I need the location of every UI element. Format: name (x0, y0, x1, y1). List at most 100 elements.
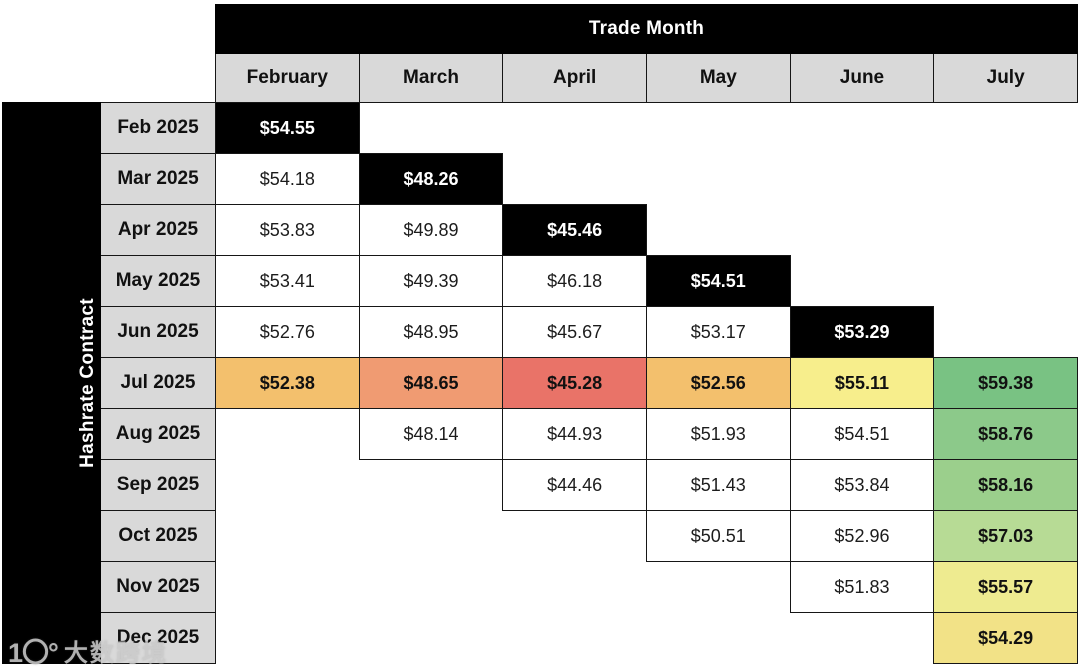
corner-spacer (3, 5, 216, 54)
price-matrix-table: Trade Month February March April May Jun… (2, 4, 1078, 664)
price-cell: $54.29 (933, 612, 1078, 664)
table-body: Hashrate Contract Feb 2025 $54.55 Mar 2025 $… (2, 102, 1078, 664)
empty-cell (646, 612, 791, 664)
empty-cell (933, 102, 1078, 154)
column-header-may: May (645, 53, 791, 103)
empty-cell (502, 153, 647, 205)
table-row: Jul 2025 $52.38 $48.65 $45.28 $52.56 $55.11 $5… (3, 357, 1078, 409)
column-header-february: February (215, 53, 360, 103)
empty-cell (933, 153, 1078, 205)
empty-cell (646, 102, 791, 154)
empty-cell (502, 102, 647, 154)
row-axis-label: Hashrate Contract (76, 298, 98, 468)
trade-month-title-row: Trade Month (3, 4, 1078, 54)
price-cell: $53.17 (645, 306, 791, 358)
price-cell: $51.93 (645, 408, 791, 460)
price-cell: $49.39 (358, 255, 504, 307)
price-cell: $55.11 (789, 357, 935, 409)
price-cell: $59.38 (933, 357, 1078, 409)
price-cell: $45.28 (502, 357, 647, 409)
column-header-row: February March April May June July (3, 53, 1078, 103)
table-row: Apr 2025 $53.83 $49.89 $45.46 (3, 204, 1078, 256)
price-cell: $55.57 (933, 561, 1078, 613)
empty-cell (502, 561, 647, 613)
empty-cell (215, 612, 360, 664)
empty-cell (215, 408, 360, 460)
row-label: Oct 2025 (100, 510, 216, 562)
row-label: Dec 2025 (100, 612, 216, 664)
price-cell: $52.56 (645, 357, 791, 409)
column-header-march: March (358, 53, 504, 103)
price-cell: $52.96 (789, 510, 935, 562)
row-axis-title: Hashrate Contract (2, 102, 101, 664)
table-row: May 2025 $53.41 $49.39 $46.18 $54.51 (3, 255, 1078, 307)
price-cell: $48.26 (358, 153, 504, 205)
price-cell: $54.51 (789, 408, 935, 460)
empty-cell (933, 255, 1078, 307)
price-cell: $57.03 (933, 510, 1078, 562)
row-label: Nov 2025 (100, 561, 216, 613)
table-row: Hashrate Contract Feb 2025 $54.55 (2, 102, 1078, 664)
table-row: Aug 2025 $48.14 $44.93 $51.93 $54.51 $58.76 (3, 408, 1078, 460)
price-cell: $58.16 (933, 459, 1078, 511)
row-label: May 2025 (100, 255, 216, 307)
empty-cell (359, 561, 503, 613)
price-cell: $54.51 (645, 255, 791, 307)
price-cell: $48.14 (358, 408, 504, 460)
empty-cell (646, 153, 791, 205)
trade-month-title: Trade Month (215, 4, 1078, 54)
price-cell: $51.83 (789, 561, 935, 613)
empty-cell (790, 153, 934, 205)
row-label: Jun 2025 (100, 306, 216, 358)
empty-cell (215, 510, 360, 562)
price-cell: $46.18 (502, 255, 647, 307)
price-cell: $54.18 (215, 153, 360, 205)
price-cell: $45.46 (502, 204, 647, 256)
empty-cell (215, 561, 360, 613)
table-row: Sep 2025 $44.46 $51.43 $53.84 $58.16 (3, 459, 1078, 511)
empty-cell (790, 102, 934, 154)
row-label: Jul 2025 (100, 357, 216, 409)
price-cell: $51.43 (645, 459, 791, 511)
price-cell: $50.51 (645, 510, 791, 562)
empty-cell (215, 459, 360, 511)
table-row: Mar 2025 $54.18 $48.26 (3, 153, 1078, 205)
price-cell: $53.83 (215, 204, 360, 256)
empty-cell (646, 561, 791, 613)
price-cell: $45.67 (502, 306, 647, 358)
row-label: Mar 2025 (100, 153, 216, 205)
price-cell: $52.38 (215, 357, 360, 409)
row-label: Aug 2025 (100, 408, 216, 460)
column-header-june: June (789, 53, 935, 103)
price-cell: $48.65 (358, 357, 504, 409)
table-row: Jun 2025 $52.76 $48.95 $45.67 $53.17 $53.29 (3, 306, 1078, 358)
table-row: Nov 2025 $51.83 $55.57 (3, 561, 1078, 613)
empty-cell (502, 612, 647, 664)
column-header-april: April (502, 53, 647, 103)
price-cell: $44.46 (502, 459, 647, 511)
empty-cell (646, 204, 791, 256)
empty-cell (933, 204, 1078, 256)
price-cell: $53.29 (789, 306, 935, 358)
row-label: Feb 2025 (100, 102, 216, 154)
price-cell: $53.41 (215, 255, 360, 307)
empty-cell (359, 612, 503, 664)
table-row: Dec 2025 $54.29 (3, 612, 1078, 664)
row-label: Sep 2025 (100, 459, 216, 511)
price-cell: $44.93 (502, 408, 647, 460)
price-cell: $58.76 (933, 408, 1078, 460)
empty-cell (790, 612, 934, 664)
empty-cell (790, 204, 934, 256)
table-row: Oct 2025 $50.51 $52.96 $57.03 (3, 510, 1078, 562)
empty-cell (359, 459, 503, 511)
row-label: Apr 2025 (100, 204, 216, 256)
empty-cell (790, 255, 934, 307)
column-header-july: July (933, 53, 1078, 103)
price-cell: $52.76 (215, 306, 360, 358)
price-cell: $48.95 (358, 306, 504, 358)
empty-cell (933, 306, 1078, 358)
empty-cell (359, 510, 503, 562)
price-cell: $49.89 (358, 204, 504, 256)
price-cell: $54.55 (215, 102, 360, 154)
empty-cell (502, 510, 647, 562)
